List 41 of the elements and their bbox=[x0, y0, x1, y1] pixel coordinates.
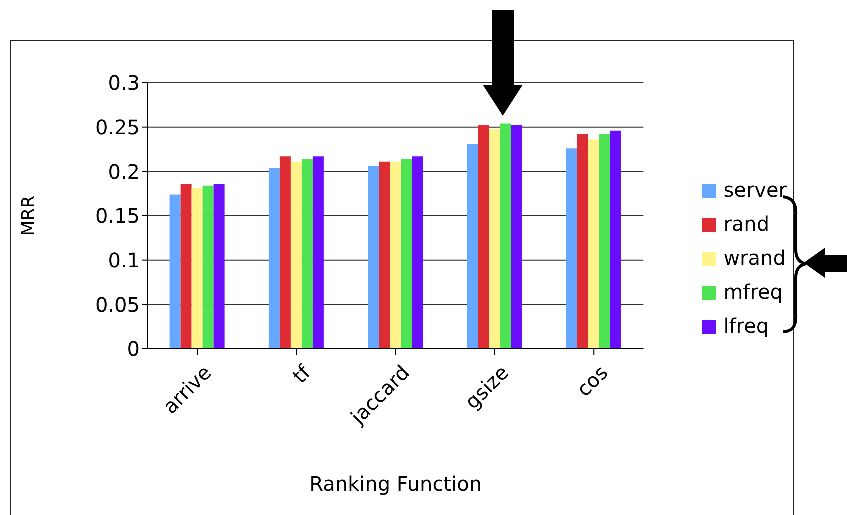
bar bbox=[368, 166, 380, 349]
x-tick-label: cos bbox=[572, 360, 613, 402]
legend-label: server bbox=[724, 178, 787, 202]
bar bbox=[467, 144, 478, 349]
bar bbox=[577, 134, 588, 349]
bar bbox=[489, 129, 500, 349]
bar bbox=[500, 124, 512, 349]
bar bbox=[180, 184, 192, 349]
bar bbox=[170, 194, 181, 349]
legend-label: lfreq bbox=[724, 314, 770, 338]
bar bbox=[511, 126, 522, 349]
legend-label: mfreq bbox=[724, 280, 783, 304]
bar bbox=[588, 140, 600, 349]
bar bbox=[478, 126, 490, 349]
bar bbox=[412, 156, 424, 349]
bar bbox=[379, 162, 390, 349]
bar bbox=[302, 159, 313, 349]
bar bbox=[192, 188, 203, 349]
bar bbox=[268, 168, 280, 349]
x-axis-title: Ranking Function bbox=[310, 472, 482, 496]
x-tick-label: tf bbox=[288, 360, 316, 388]
bar bbox=[610, 130, 622, 349]
bar bbox=[280, 156, 291, 349]
y-tick-label: 0.05 bbox=[95, 292, 140, 317]
bar bbox=[401, 159, 412, 349]
y-tick-label: 0.2 bbox=[108, 160, 140, 184]
bar bbox=[566, 148, 578, 349]
bar bbox=[214, 184, 225, 349]
bar bbox=[599, 134, 610, 349]
y-tick-label: 0 bbox=[127, 337, 140, 362]
y-axis-title: MRR bbox=[18, 196, 40, 236]
bar bbox=[290, 162, 302, 349]
legend-label: rand bbox=[724, 212, 770, 236]
bar bbox=[312, 156, 324, 349]
y-tick-label: 0.3 bbox=[108, 71, 140, 96]
y-tick-label: 0.15 bbox=[95, 204, 140, 228]
bar bbox=[202, 186, 214, 349]
legend-label: wrand bbox=[724, 246, 786, 270]
y-tick-label: 0.1 bbox=[108, 248, 140, 272]
bar bbox=[390, 162, 402, 349]
y-tick-label: 0.25 bbox=[95, 115, 140, 140]
